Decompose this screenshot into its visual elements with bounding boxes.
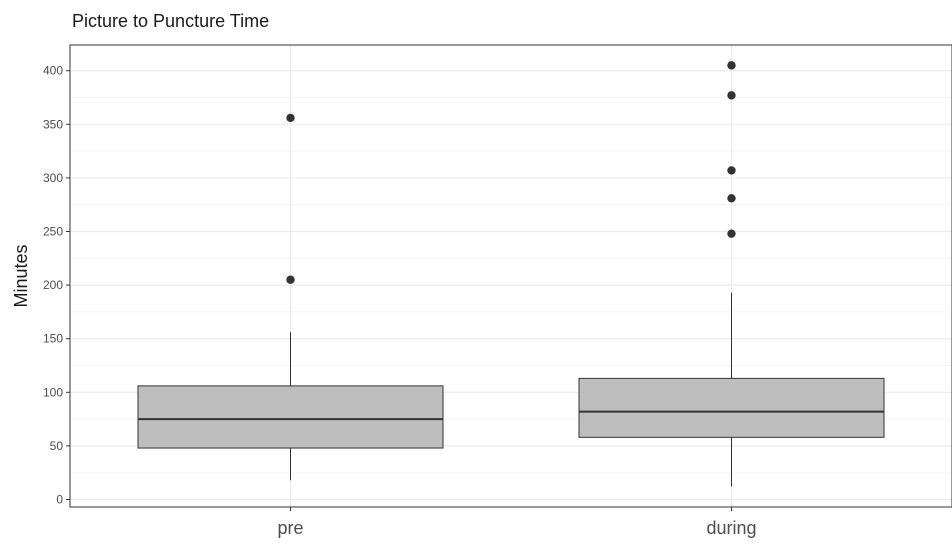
y-tick-label: 0	[56, 492, 63, 506]
y-tick-label: 250	[43, 225, 63, 239]
outlier-point	[286, 275, 295, 284]
x-tick-label: during	[706, 518, 756, 538]
outlier-point	[727, 91, 736, 100]
box-iqr	[578, 377, 885, 438]
outlier-point	[727, 229, 736, 238]
panel-border	[69, 44, 952, 508]
y-axis-label: Minutes	[11, 244, 31, 307]
y-tick-label: 150	[43, 332, 63, 346]
box-during	[578, 61, 885, 487]
x-tick-label: pre	[277, 518, 303, 538]
chart-title: Picture to Puncture Time	[72, 11, 269, 31]
outlier-point	[727, 166, 736, 175]
y-tick-label: 350	[43, 117, 63, 131]
outlier-point	[727, 194, 736, 203]
axes: 0 50 100 150 200 250 300 350 400 pre during	[43, 64, 757, 538]
outlier-point	[286, 113, 295, 123]
box-iqr	[137, 385, 444, 449]
outlier-point	[727, 61, 736, 70]
y-tick-label: 300	[43, 171, 63, 185]
y-tick-label: 200	[43, 278, 63, 292]
y-tick-label: 100	[43, 385, 63, 399]
y-tick-label: 400	[43, 64, 63, 78]
boxes	[137, 61, 885, 487]
y-tick-label: 50	[50, 439, 64, 453]
box-pre	[137, 113, 444, 481]
